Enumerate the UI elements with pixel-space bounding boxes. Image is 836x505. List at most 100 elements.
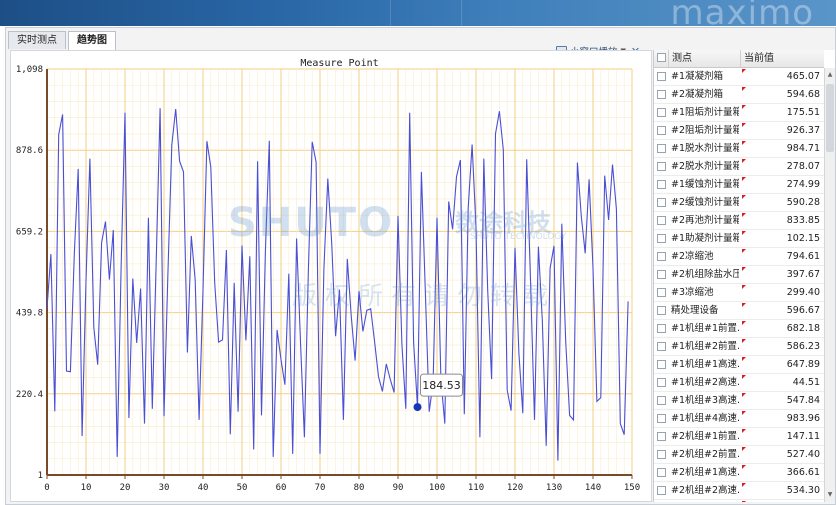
table-row[interactable]: #2机组#2高速... 534.30: [654, 482, 824, 500]
table-row[interactable]: #1机组#1高速... 647.89: [654, 356, 824, 374]
y-tick-label: 220.4: [16, 390, 43, 400]
row-checkbox[interactable]: [657, 432, 666, 441]
point-value: 147.11: [786, 431, 820, 442]
table-row[interactable]: #1机组#2高速... 44.51: [654, 374, 824, 392]
alarm-flag-icon: [742, 141, 746, 145]
table-row[interactable]: #2凉缩池 794.61: [654, 248, 824, 266]
row-checkbox[interactable]: [657, 450, 666, 459]
scroll-down-icon[interactable]: ▼: [827, 491, 833, 498]
row-checkbox[interactable]: [657, 324, 666, 333]
x-tick-label: 130: [546, 483, 562, 493]
table-row[interactable]: #2缓蚀剂计量箱 590.28: [654, 194, 824, 212]
tab-bar: 实时测点 趋势图: [8, 31, 116, 50]
row-checkbox[interactable]: [657, 90, 666, 99]
y-tick-label: 439.8: [16, 309, 43, 319]
table-row[interactable]: #2脱水剂计量箱 278.07: [654, 158, 824, 176]
point-name: #1缓蚀剂计量箱: [671, 179, 739, 190]
point-name: #1凝凝剂箱: [671, 71, 724, 82]
alarm-flag-icon: [742, 87, 746, 91]
table-row[interactable]: #1缓蚀剂计量箱 274.99: [654, 176, 824, 194]
row-checkbox[interactable]: [657, 414, 666, 423]
table-row[interactable]: #1机组#4高速... 983.96: [654, 410, 824, 428]
point-name: #1机组#4高速...: [671, 413, 739, 424]
alarm-flag-icon: [742, 123, 746, 127]
point-value: 983.96: [786, 413, 820, 424]
table-row[interactable]: #2机组#1前置... 147.11: [654, 428, 824, 446]
alarm-flag-icon: [742, 249, 746, 253]
row-checkbox[interactable]: [657, 396, 666, 405]
row-checkbox[interactable]: [657, 342, 666, 351]
row-checkbox[interactable]: [657, 486, 666, 495]
point-name: #2机组除盐水压: [671, 269, 739, 280]
x-tick-label: 150: [624, 483, 640, 493]
point-name: #1阻垢剂计量箱: [671, 107, 739, 118]
table-row[interactable]: #2阻垢剂计量箱 926.37: [654, 122, 824, 140]
x-tick-label: 100: [429, 483, 445, 493]
row-checkbox[interactable]: [657, 144, 666, 153]
row-checkbox[interactable]: [657, 72, 666, 81]
row-checkbox[interactable]: [657, 198, 666, 207]
highlight-point: [413, 403, 422, 412]
header-current-value[interactable]: 当前值: [740, 50, 828, 67]
row-checkbox[interactable]: [657, 378, 666, 387]
alarm-flag-icon: [742, 483, 746, 487]
tooltip-box: [420, 373, 463, 397]
select-all-checkbox[interactable]: [657, 53, 666, 62]
table-row[interactable]: #2机组#1高速... 366.61: [654, 464, 824, 482]
row-checkbox[interactable]: [657, 288, 666, 297]
row-checkbox[interactable]: [657, 468, 666, 477]
table-row[interactable]: #1凝凝剂箱 465.07: [654, 68, 824, 86]
alarm-flag-icon: [742, 285, 746, 289]
point-name: #2凉缩池: [671, 251, 714, 262]
alarm-flag-icon: [742, 339, 746, 343]
point-value: 682.18: [786, 323, 820, 334]
row-checkbox[interactable]: [657, 126, 666, 135]
point-value: 299.40: [786, 287, 820, 298]
chart-title: Measure Point: [300, 58, 378, 69]
row-checkbox[interactable]: [657, 216, 666, 225]
table-row[interactable]: #2机组#3高速...118.52: [654, 500, 824, 502]
x-tick-label: 70: [315, 483, 326, 493]
point-value: 527.40: [786, 449, 820, 460]
app-banner: maximo: [0, 0, 836, 26]
x-tick-label: 20: [120, 483, 131, 493]
table-row[interactable]: #3凉缩池 299.40: [654, 284, 824, 302]
y-tick-label: 1: [38, 471, 43, 481]
table-row[interactable]: #1助凝剂计量箱 102.15: [654, 230, 824, 248]
tab-trend-chart[interactable]: 趋势图: [68, 31, 116, 50]
table-scrollbar[interactable]: ▲ ▼: [824, 68, 835, 502]
scroll-up-icon[interactable]: ▲: [827, 71, 833, 78]
row-checkbox[interactable]: [657, 162, 666, 171]
point-name: #2机组#2前置...: [671, 449, 739, 460]
table-row[interactable]: #1机组#1前置... 682.18: [654, 320, 824, 338]
point-value: 547.84: [786, 395, 820, 406]
point-name: 精处理设备: [671, 305, 719, 316]
table-row[interactable]: #2凝凝剂箱 594.68: [654, 86, 824, 104]
table-row[interactable]: #2机组#2前置... 527.40: [654, 446, 824, 464]
point-value: 366.61: [786, 467, 820, 478]
watermark-company-cn: 数途科技: [455, 209, 551, 237]
row-checkbox[interactable]: [657, 252, 666, 261]
row-checkbox[interactable]: [657, 360, 666, 369]
row-checkbox[interactable]: [657, 108, 666, 117]
header-point[interactable]: 测点: [668, 50, 740, 67]
table-row[interactable]: #1机组#2前置... 586.23: [654, 338, 824, 356]
point-name: #2机组#3高速...: [671, 500, 739, 502]
point-name: #2机组#2高速...: [671, 485, 739, 496]
x-tick-label: 60: [276, 483, 287, 493]
alarm-flag-icon: [742, 501, 746, 502]
table-row[interactable]: #1阻垢剂计量箱 175.51: [654, 104, 824, 122]
scrollbar-thumb[interactable]: [826, 84, 834, 152]
y-tick-label: 878.6: [16, 146, 43, 156]
row-checkbox[interactable]: [657, 270, 666, 279]
tab-realtime-points[interactable]: 实时测点: [8, 31, 66, 49]
table-row[interactable]: 精处理设备 596.67: [654, 302, 824, 320]
table-row[interactable]: #1机组#3高速... 547.84: [654, 392, 824, 410]
table-row[interactable]: #1脱水剂计量箱 984.71: [654, 140, 824, 158]
row-checkbox[interactable]: [657, 234, 666, 243]
alarm-flag-icon: [742, 177, 746, 181]
table-row[interactable]: #2机组除盐水压 397.67: [654, 266, 824, 284]
table-row[interactable]: #2再池剂计量箱 833.85: [654, 212, 824, 230]
row-checkbox[interactable]: [657, 180, 666, 189]
row-checkbox[interactable]: [657, 306, 666, 315]
